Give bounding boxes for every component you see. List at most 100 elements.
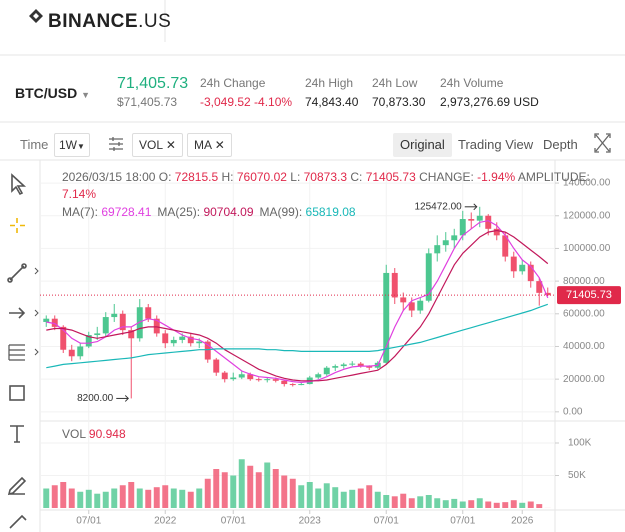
candle-body (451, 235, 458, 241)
volume-bar (247, 465, 254, 508)
change: -1.94% (477, 170, 516, 184)
candle-body (544, 292, 551, 296)
candle-body (417, 300, 424, 311)
remove-icon[interactable]: ✕ (165, 138, 176, 152)
stat-value: 74,843.40 (305, 95, 359, 109)
volume-bar (459, 501, 466, 508)
volume-bar (485, 501, 492, 508)
caret: ▼ (77, 142, 85, 151)
x-tick-label: 2022 (154, 516, 177, 527)
candle-body (145, 307, 152, 319)
vol-value: 90.948 (88, 427, 126, 441)
tool-caret[interactable] (34, 267, 39, 356)
arrow-tool-icon[interactable] (9, 307, 26, 319)
volume-bar (476, 498, 483, 508)
ohlc-value: 72815.5 (174, 170, 219, 184)
ma-value: 90704.09 (203, 205, 254, 219)
ohlc-label: L: (290, 170, 301, 184)
annotation: 8200.00 (77, 393, 114, 404)
pair-selector[interactable]: BTC/USD ▼ (15, 85, 90, 101)
y-tick-label: 50K (568, 470, 586, 481)
ma-name: MA(25): (157, 205, 201, 219)
logo[interactable]: BINANCE.US (48, 11, 171, 33)
change-label: CHANGE: (419, 170, 474, 184)
y-tick-label: 100000.00 (563, 243, 611, 254)
shape-tool-icon[interactable] (9, 385, 25, 401)
candle-body (51, 318, 58, 327)
indicator-button[interactable]: MA ✕ (187, 133, 232, 157)
interval-button[interactable]: 1W▼ (54, 133, 90, 157)
candle-body (247, 374, 254, 380)
view-tab[interactable]: Trading View (458, 137, 534, 152)
candle-body (383, 272, 390, 363)
volume-bar (68, 488, 75, 508)
stat-label: 24h Low (372, 76, 418, 90)
last-price: 71,405.73 (117, 75, 189, 92)
expand-icon[interactable] (594, 133, 611, 153)
x-tick-label: 07/01 (450, 516, 475, 527)
volume-bar (510, 500, 517, 508)
view-tab[interactable]: Depth (543, 137, 578, 152)
volume-bar (136, 488, 143, 508)
settings-icon[interactable] (109, 137, 123, 151)
candle-body (323, 367, 330, 375)
volume-bar (221, 472, 228, 508)
candle-body (289, 384, 296, 386)
stat-value: 70,873.30 (372, 95, 426, 109)
volume-bar (255, 472, 262, 508)
volume-bar (289, 478, 296, 508)
fib-tool-icon[interactable] (8, 344, 25, 361)
candle-body (77, 346, 84, 357)
vol-label: VOL (62, 427, 86, 441)
line-tool-icon[interactable] (9, 265, 25, 281)
brush-tool-icon[interactable] (7, 476, 27, 496)
time-label: Time (20, 137, 49, 152)
x-tick-label: 07/01 (374, 516, 399, 527)
ma-line (46, 220, 549, 384)
volume-bar (468, 500, 475, 508)
stat-value: -3,049.52 -4.10% (200, 95, 293, 109)
indicator-button[interactable]: VOL ✕ (132, 133, 183, 157)
volume-bar (374, 491, 381, 508)
ma-line (46, 303, 548, 369)
candle-body (128, 330, 135, 339)
x-tick-label: 07/01 (221, 516, 246, 527)
cursor-icon[interactable] (11, 173, 27, 196)
candle-body (136, 307, 143, 339)
annotation: 125472.00 (414, 201, 462, 212)
candle-body (459, 219, 466, 236)
ma-name: MA(7): (62, 205, 98, 219)
volume-bar (230, 475, 237, 508)
candle-body (170, 339, 177, 344)
candle-body (485, 215, 492, 229)
crosshair-icon[interactable] (10, 218, 25, 233)
volume-bar (187, 491, 194, 508)
candle-body (213, 359, 220, 373)
volume-bar (527, 501, 534, 508)
logo-text: BINANCE (48, 11, 139, 32)
measure-tool-icon[interactable] (9, 514, 27, 529)
volume-bar (213, 469, 220, 508)
line-tool-dot (21, 263, 27, 269)
candle-body (502, 235, 509, 257)
candle-body (255, 379, 262, 381)
volume-bar (391, 496, 398, 508)
candle-body (264, 379, 271, 381)
volume-bar (85, 489, 92, 508)
text-tool-icon[interactable] (10, 425, 24, 443)
y-tick-label: 80000.00 (563, 276, 605, 287)
volume-bar (128, 482, 135, 508)
view-tab[interactable]: Original (393, 133, 452, 157)
volume-bar (238, 459, 245, 508)
annotation-arrowhead (124, 395, 129, 402)
candle-body (527, 264, 534, 282)
remove-icon[interactable]: ✕ (214, 138, 225, 152)
ohlc-label: O: (158, 170, 172, 184)
volume-bar (43, 488, 50, 508)
volume-bar (102, 491, 109, 508)
amplitude: 7.14% (62, 187, 97, 201)
candle-body (476, 215, 483, 221)
candle-body (408, 302, 415, 311)
